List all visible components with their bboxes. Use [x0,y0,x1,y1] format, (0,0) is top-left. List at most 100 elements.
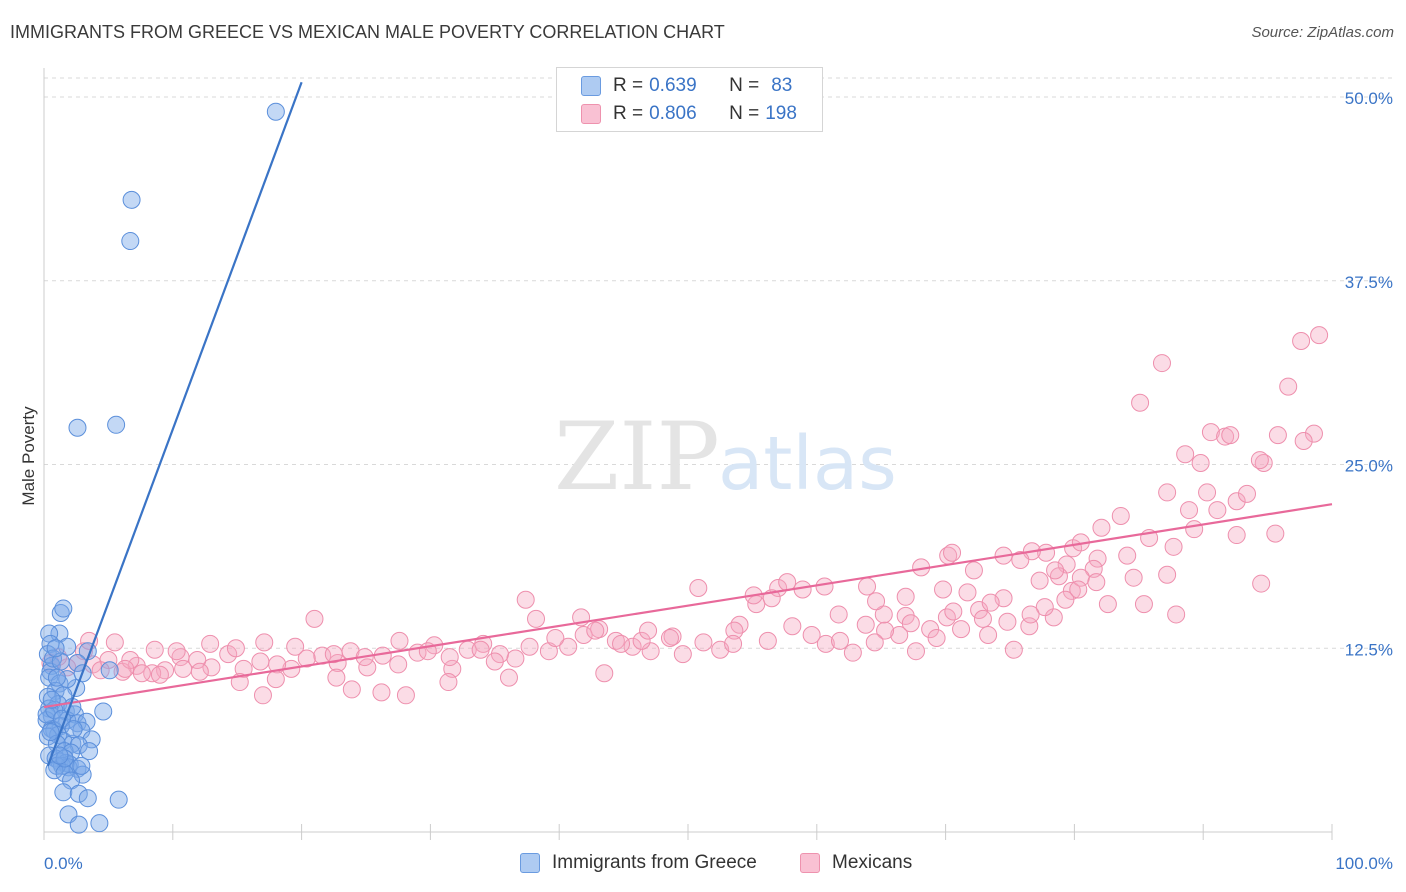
data-point-mexicans [1221,426,1240,445]
data-point-mexicans [998,612,1017,631]
data-point-mexicans [439,673,458,692]
data-point-mexicans [1266,524,1285,543]
data-point-greece [72,756,91,775]
data-point-greece [47,668,66,687]
data-point-mexicans [1191,454,1210,473]
data-point-mexicans [202,658,221,677]
data-point-mexicans [1062,581,1081,600]
series-mexicans [41,326,1329,705]
data-point-mexicans [1227,526,1246,545]
data-point-mexicans [255,633,274,652]
data-point-mexicans [121,651,140,670]
data-point-mexicans [516,590,535,609]
data-point-mexicans [342,680,361,699]
data-point-mexicans [1310,326,1329,345]
legend-swatch-greece [520,853,540,873]
y-axis-label: Male Poverty [19,406,38,506]
data-point-mexicans [970,601,989,620]
data-point-mexicans [896,587,915,606]
legend-row-mexicans: R = 0.806 N = 198 [581,101,797,127]
legend-item-mexicans[interactable]: Mexicans [800,852,912,874]
data-point-mexicans [253,686,272,705]
data-point-mexicans [539,642,558,661]
data-point-greece [122,190,141,209]
data-point-greece [55,749,74,768]
legend-item-greece[interactable]: Immigrants from Greece [520,852,757,874]
source-label: Source: ZipAtlas.com [1251,24,1394,41]
data-point-greece [42,656,61,675]
data-point-mexicans [150,665,169,684]
data-point-mexicans [1030,571,1049,590]
data-point-mexicans [190,662,209,681]
data-point-mexicans [1035,598,1054,617]
data-point-mexicans [372,683,391,702]
legend-row-greece: R = 0.639 N = 83 [581,73,792,99]
data-point-mexicans [91,661,110,680]
data-point-mexicans [226,639,245,658]
data-point-greece [94,702,113,721]
data-point-greece [80,742,99,761]
data-point-mexicans [1279,377,1298,396]
data-point-mexicans [730,615,749,634]
legend-swatch-mexicans [800,853,820,873]
data-point-mexicans [1069,580,1088,599]
data-point-mexicans [1304,424,1323,443]
data-point-mexicans [1056,590,1075,609]
data-point-mexicans [297,649,316,668]
data-point-mexicans [660,628,679,647]
data-point-mexicans [1098,595,1117,614]
data-point-mexicans [574,626,593,645]
data-point-mexicans [1021,605,1040,624]
data-point-mexicans [858,577,877,596]
data-point-mexicans [856,615,875,634]
y-tick-labels: 12.5% 25.0% 37.5% 50.0% [1345,89,1393,659]
data-point-mexicans [1111,506,1130,525]
data-point-mexicans [440,648,459,667]
legend-swatch-greece [581,76,601,96]
data-point-mexicans [167,642,186,661]
data-point-mexicans [1044,608,1063,627]
data-point-mexicans [606,631,625,650]
y-tick-label: 50.0% [1345,89,1393,108]
data-point-mexicans [1292,332,1311,351]
data-point-mexicans [506,649,525,668]
data-point-mexicans [471,640,490,659]
y-tick-label: 12.5% [1345,640,1393,659]
data-point-greece [266,102,285,121]
data-point-mexicans [1004,640,1023,659]
watermark-zip: ZIP [554,403,720,512]
trend-lines [43,81,1333,767]
data-point-mexicans [865,633,884,652]
x-tick-label: 100.0% [1335,854,1393,873]
data-point-mexicans [286,637,305,656]
x-tick-labels: 0.0% 100.0% [44,854,1393,873]
data-point-mexicans [802,626,821,645]
data-point-mexicans [1198,483,1217,502]
data-point-mexicans [396,686,415,705]
data-point-greece [69,784,88,803]
data-point-mexicans [546,628,565,647]
data-point-mexicans [586,621,605,640]
legend-swatch-mexicans [581,104,601,124]
data-point-mexicans [1092,518,1111,537]
data-point-mexicans [1118,546,1137,565]
data-point-greece [100,661,119,680]
data-point-mexicans [559,637,578,656]
legend-n-label: N = [729,75,760,96]
y-tick-label: 25.0% [1345,457,1393,476]
data-point-mexicans [324,645,343,664]
data-point-mexicans [612,634,631,653]
data-point-greece [55,764,74,783]
data-point-greece [54,783,73,802]
data-point-mexicans [843,643,862,662]
gridlines [44,77,1392,649]
data-point-mexicans [689,578,708,597]
data-point-mexicans [1088,549,1107,568]
data-point-mexicans [830,631,849,650]
data-point-greece [121,232,140,251]
data-point-mexicans [595,664,614,683]
data-point-greece [42,690,61,709]
data-point-mexicans [934,580,953,599]
data-point-mexicans [1158,565,1177,584]
